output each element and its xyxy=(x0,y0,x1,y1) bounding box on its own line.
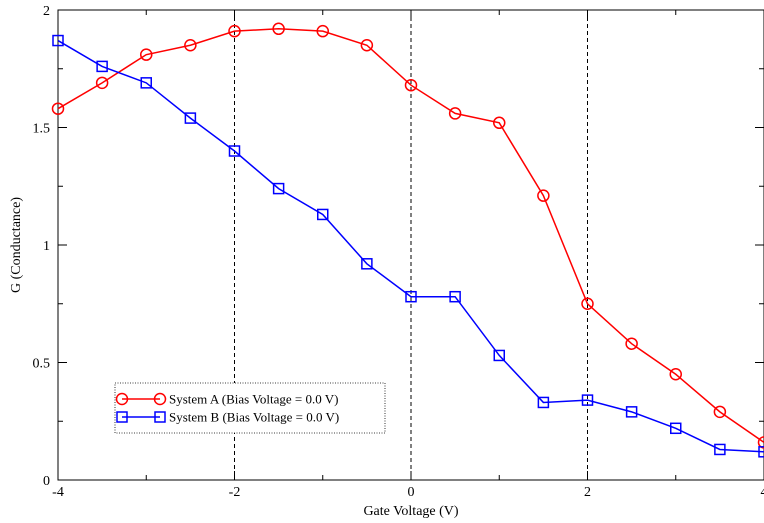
data-point xyxy=(272,182,285,195)
data-point xyxy=(758,446,764,458)
data-point xyxy=(757,436,764,449)
data-point xyxy=(96,60,108,73)
axis-ticks xyxy=(57,9,764,481)
data-point xyxy=(317,208,329,221)
data-point xyxy=(581,297,594,310)
legend-marker xyxy=(154,411,166,423)
data-point xyxy=(361,258,373,270)
data-point xyxy=(537,189,550,202)
data-point xyxy=(625,406,638,418)
y-tick-label: 0 xyxy=(43,474,50,489)
data-point xyxy=(493,116,506,130)
data-point xyxy=(714,443,726,456)
x-tick-label: -2 xyxy=(229,485,241,500)
data-point xyxy=(448,107,462,120)
x-tick-label: 4 xyxy=(761,485,764,500)
data-point xyxy=(184,39,197,52)
series-line-0 xyxy=(57,28,764,444)
legend-marker xyxy=(116,411,128,423)
legend-label: System B (Bias Voltage = 0.0 V) xyxy=(169,410,339,425)
data-point xyxy=(140,77,152,89)
legend-box xyxy=(114,382,386,434)
data-point xyxy=(625,337,638,350)
data-point xyxy=(669,368,682,381)
legend-marker xyxy=(153,392,167,406)
data-point xyxy=(140,48,153,61)
data-point xyxy=(51,102,65,115)
y-axis-label: G (Conductance) xyxy=(9,197,24,293)
series-1 xyxy=(52,34,764,458)
data-point xyxy=(228,24,241,38)
y-tick-label: 0.5 xyxy=(33,357,51,372)
data-point xyxy=(95,76,109,90)
data-point xyxy=(272,22,285,36)
data-point xyxy=(493,349,505,362)
data-point xyxy=(405,290,417,303)
x-tick-label: -4 xyxy=(52,485,64,500)
series-line-1 xyxy=(57,39,764,453)
legend-marker xyxy=(115,392,129,406)
y-tick-label: 1.5 xyxy=(33,122,51,137)
legend-label: System A (Bias Voltage = 0.0 V) xyxy=(169,392,338,407)
data-point xyxy=(670,422,682,435)
y-tick-label: 2 xyxy=(43,4,50,19)
reference-lines xyxy=(234,10,588,480)
x-axis-label: Gate Voltage (V) xyxy=(363,504,458,519)
x-tick-label: 0 xyxy=(408,485,415,500)
tick-labels: -4 -2 0 2 4 0 0.5 1 1.5 2 xyxy=(33,4,764,500)
x-tick-label: 2 xyxy=(584,485,591,500)
data-point xyxy=(228,145,241,157)
series-0 xyxy=(51,22,764,449)
data-point xyxy=(184,112,197,124)
data-point xyxy=(52,34,64,47)
data-point xyxy=(537,396,550,409)
data-point xyxy=(449,290,461,303)
y-tick-label: 1 xyxy=(43,239,50,254)
data-point xyxy=(404,78,418,92)
legend: System A (Bias Voltage = 0.0 V) System B … xyxy=(114,382,386,434)
data-point xyxy=(581,394,594,406)
data-point xyxy=(713,405,727,419)
series-group xyxy=(51,22,764,458)
data-point xyxy=(316,24,329,38)
data-point xyxy=(360,39,374,52)
